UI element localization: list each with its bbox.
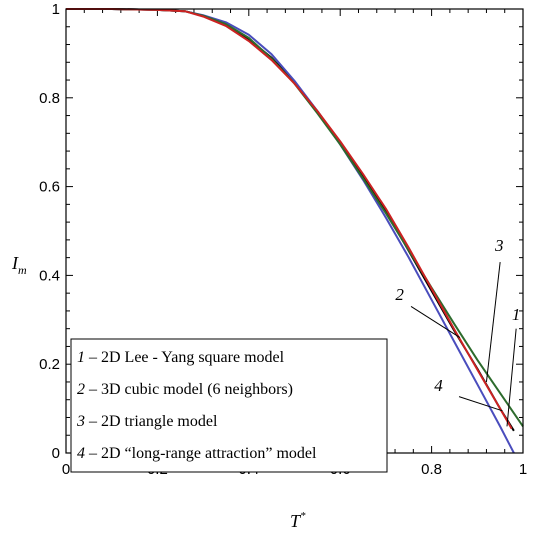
series-line-4 bbox=[66, 8, 513, 430]
y-tick-label: 0.2 bbox=[39, 356, 60, 373]
y-tick-label: 0.6 bbox=[39, 179, 60, 196]
legend-entry-number: 1 bbox=[77, 349, 85, 366]
annotation-label-1: 1 bbox=[512, 305, 521, 324]
legend-entry-label: – 3D cubic model (6 neighbors) bbox=[85, 381, 293, 398]
annotation-label-2: 2 bbox=[395, 285, 404, 304]
x-axis-label-superscript: * bbox=[300, 510, 306, 522]
annotation-pointer-3 bbox=[485, 262, 501, 383]
legend-entry-number: 4 bbox=[77, 445, 85, 462]
y-tick-label: 0.4 bbox=[39, 267, 60, 284]
annotations: 1 2 3 4 bbox=[395, 236, 521, 427]
annotation-pointer-1 bbox=[506, 328, 517, 427]
annotation-pointer-4 bbox=[458, 396, 503, 412]
legend-entry-3: 3 – 2D triangle model bbox=[76, 413, 218, 430]
x-tick-label: 1 bbox=[519, 461, 527, 478]
series-lines bbox=[66, 8, 524, 454]
y-axis-label-subscript: m bbox=[18, 263, 27, 277]
x-tick-label: 0 bbox=[62, 461, 70, 478]
annotation-label-3: 3 bbox=[494, 236, 504, 255]
legend-entry-label: – 2D “long-range attraction” model bbox=[85, 445, 317, 462]
y-tick-label: 1 bbox=[52, 1, 60, 18]
x-axis-label: T* bbox=[290, 510, 306, 531]
y-axis-label: Im bbox=[11, 253, 27, 277]
legend-entry-number: 3 bbox=[76, 413, 85, 430]
legend-entry-label: – 2D triangle model bbox=[85, 413, 218, 430]
legend-entry-number: 2 bbox=[77, 381, 85, 398]
x-tick-label: 0.8 bbox=[421, 461, 442, 478]
legend-entry-label: – 2D Lee - Yang square model bbox=[85, 349, 285, 366]
legend-entry-1: 1 – 2D Lee - Yang square model bbox=[77, 349, 285, 366]
y-tick-label: 0 bbox=[52, 445, 60, 462]
annotation-label-4: 4 bbox=[434, 376, 443, 395]
y-tick-label: 0.8 bbox=[39, 90, 60, 107]
legend-entry-2: 2 – 3D cubic model (6 neighbors) bbox=[77, 381, 293, 398]
legend-box bbox=[70, 338, 388, 473]
legend-entry-4: 4 – 2D “long-range attraction” model bbox=[77, 445, 317, 462]
annotation-pointer-2 bbox=[410, 306, 461, 338]
